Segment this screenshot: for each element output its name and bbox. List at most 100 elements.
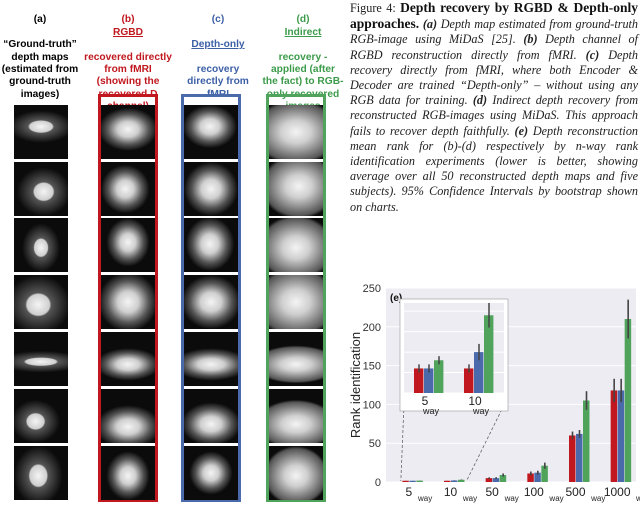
- column-c-tag: (c): [211, 14, 225, 26]
- inset-bar: [424, 368, 434, 393]
- depth-map-tile: [184, 389, 238, 443]
- depth-map-tile: [184, 446, 238, 500]
- bar: [444, 480, 451, 482]
- depth-map-tile: [101, 389, 155, 443]
- depth-map-tile: [184, 218, 238, 272]
- caption-e-tag: (e): [514, 123, 529, 138]
- bar: [485, 478, 493, 482]
- bar: [402, 480, 409, 482]
- depth-map-tile: [184, 275, 238, 329]
- bar: [409, 480, 416, 482]
- bar: [541, 465, 548, 482]
- depth-map-tile: [101, 162, 155, 216]
- inset-bar: [434, 360, 444, 393]
- inset-x-tick-label: 10: [468, 394, 482, 408]
- depth-map-tile: [101, 446, 155, 500]
- inset-connector: [400, 404, 405, 482]
- x-tick-label: 500: [565, 485, 585, 499]
- bar: [576, 433, 583, 482]
- x-tick-label: 10: [444, 485, 458, 499]
- depth-map-tile: [269, 105, 323, 159]
- bar: [492, 478, 500, 482]
- depth-map-tile: [184, 332, 238, 386]
- inset-x-tick-label: 5: [422, 394, 429, 408]
- depth-map-tile: [14, 446, 68, 500]
- caption-c-tag: (c): [585, 47, 600, 62]
- caption-d-tag: (d): [472, 93, 488, 108]
- column-a-title: “Ground-truth” depth maps (estimated fro…: [1, 39, 79, 100]
- caption-b-tag: (b): [523, 32, 538, 47]
- caption-figure-label: Figure 4:: [350, 1, 396, 15]
- column-d-tag: (d): [296, 14, 310, 26]
- depth-map-tile: [14, 218, 68, 272]
- depth-map-tile: [101, 332, 155, 386]
- bar: [499, 475, 507, 482]
- column-c-title-main: Depth-only: [191, 39, 245, 51]
- bar: [416, 480, 423, 482]
- y-tick-label: 50: [369, 438, 381, 450]
- column-b-tag: (b): [121, 14, 135, 26]
- column-a-tag: (a): [33, 14, 47, 26]
- x-tick-label: 100: [524, 485, 544, 499]
- inset-bar: [464, 368, 474, 393]
- chart-panel-label: (e): [390, 293, 402, 304]
- x-tick-subscript: way: [635, 494, 640, 503]
- x-tick-label: 50: [485, 485, 499, 499]
- depth-map-tile: [269, 389, 323, 443]
- column-c-frame: [181, 94, 241, 502]
- column-d-title-main: Indirect: [284, 26, 322, 38]
- x-tick-subscript: way: [417, 494, 432, 503]
- y-tick-label: 0: [375, 477, 381, 489]
- caption-e-text: Depth reconstruction mean rank for (b)-(…: [350, 123, 639, 214]
- y-tick-label: 150: [363, 361, 381, 373]
- depth-map-tile: [269, 162, 323, 216]
- y-tick-label: 250: [363, 283, 381, 295]
- bar: [451, 480, 458, 482]
- bar: [583, 400, 590, 482]
- caption-b-text: Depth channel of RGBD reconstruction dir…: [350, 32, 638, 62]
- inset-connector: [466, 404, 505, 482]
- x-tick-subscript: way: [590, 494, 605, 503]
- bar: [534, 472, 541, 482]
- bar: [624, 319, 632, 482]
- depth-map-tile: [101, 275, 155, 329]
- caption-a-tag: (a): [422, 17, 438, 32]
- caption-c-text: Depth recovery directly from fMRI, where…: [350, 47, 639, 108]
- depth-map-tile: [14, 275, 68, 329]
- depth-map-tile: [269, 446, 323, 500]
- bar: [527, 473, 534, 482]
- x-tick-subscript: way: [462, 494, 477, 503]
- depth-map-tile: [269, 218, 323, 272]
- caption-heading: Depth recovery by RGBD & Depth-only appr…: [350, 0, 638, 32]
- x-tick-subscript: way: [548, 494, 563, 503]
- bar: [610, 390, 618, 482]
- depth-map-tile: [14, 389, 68, 443]
- depth-map-tile: [184, 162, 238, 216]
- column-a-header: (a) “Ground-truth” depth maps (estimated…: [0, 2, 80, 101]
- caption-a-text: Depth map estimated from ground-truth RG…: [350, 17, 639, 47]
- x-tick-subscript: way: [504, 494, 519, 503]
- y-tick-label: 100: [363, 399, 381, 411]
- inset-bar: [474, 352, 484, 393]
- inset-x-tick-subscript: way: [472, 406, 490, 416]
- column-b-title-main: RGBD: [113, 26, 143, 38]
- depth-map-tile: [14, 105, 68, 159]
- depth-map-tile: [101, 105, 155, 159]
- depth-map-tile: [14, 162, 68, 216]
- inset-bar: [484, 315, 494, 393]
- column-d-frame: [266, 94, 326, 502]
- figure-caption: Figure 4: Depth recovery by RGBD & Depth…: [350, 0, 638, 215]
- bar: [569, 435, 576, 482]
- depth-map-tile: [14, 332, 68, 386]
- caption-d-text: Indirect depth recovery from reconstruct…: [350, 93, 639, 138]
- y-tick-label: 200: [363, 322, 381, 334]
- depth-map-tile: [269, 332, 323, 386]
- bar: [617, 390, 625, 482]
- bar: [458, 479, 465, 482]
- x-tick-label: 5: [405, 485, 412, 499]
- inset-x-tick-subscript: way: [422, 406, 440, 416]
- depth-map-tile: [101, 218, 155, 272]
- x-tick-label: 1000: [604, 485, 631, 499]
- y-axis-label: Rank identification: [348, 332, 363, 438]
